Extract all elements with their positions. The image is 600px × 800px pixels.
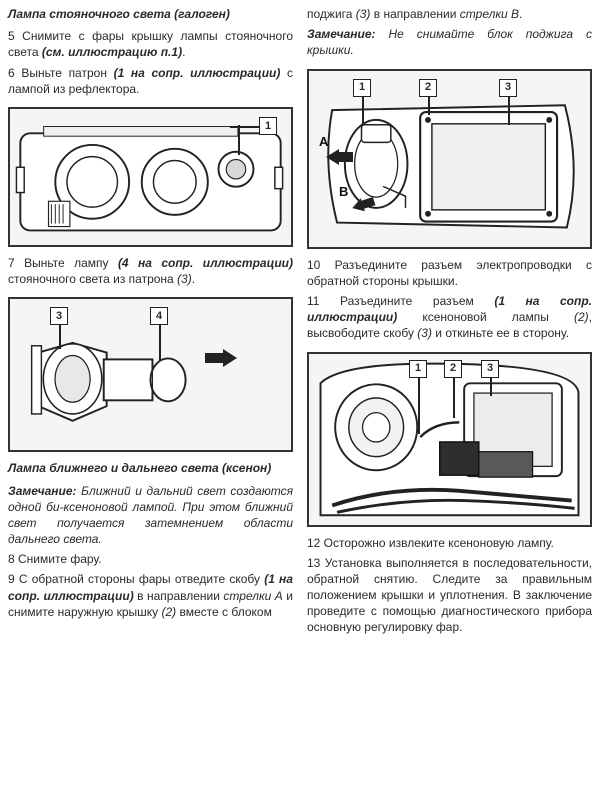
leader-line bbox=[362, 97, 364, 125]
callout-1: 1 bbox=[353, 79, 371, 97]
text: 6 Выньте патрон bbox=[8, 66, 114, 80]
callout-3: 3 bbox=[481, 360, 499, 378]
step-11: 11 Разъедините разъем (1 на сопр. иллюст… bbox=[307, 293, 592, 342]
text: 7 Выньте лампу bbox=[8, 256, 118, 270]
arrow-a-icon bbox=[323, 149, 353, 165]
text: поджига bbox=[307, 7, 356, 21]
step-9: 9 С обратной стороны фары отведите скобу… bbox=[8, 571, 293, 620]
callout-4: 4 bbox=[150, 307, 168, 325]
two-column-layout: Лампа стояночного света (галоген) 5 Сним… bbox=[8, 6, 592, 794]
figure-bulb-socket: 3 4 bbox=[8, 297, 293, 452]
step-8: 8 Снимите фару. bbox=[8, 551, 293, 567]
callout-1: 1 bbox=[409, 360, 427, 378]
step-10: 10 Разъедините разъем электропроводки с … bbox=[307, 257, 592, 289]
text: 9 С обратной стороны фары отведите скобу bbox=[8, 572, 264, 586]
text: . bbox=[182, 45, 185, 59]
callout-2: 2 bbox=[444, 360, 462, 378]
ref: (3) bbox=[417, 326, 432, 340]
note-label: Замечание: bbox=[8, 484, 81, 498]
figure-headlight-assembly: 1 bbox=[8, 107, 293, 247]
arrow-right-icon bbox=[205, 349, 239, 367]
leader-line bbox=[428, 97, 430, 115]
heading-xenon: Лампа ближнего и дальнего света (ксенон) bbox=[8, 460, 293, 476]
text: . bbox=[192, 272, 195, 286]
callout-1: 1 bbox=[259, 117, 277, 135]
figure-rear-cover: 1 2 3 A B bbox=[307, 69, 592, 249]
step-7: 7 Выньте лампу (4 на сопр. иллюстрации) … bbox=[8, 255, 293, 287]
ref: (3) bbox=[177, 272, 192, 286]
figure-xenon-connector: 1 2 3 bbox=[307, 352, 592, 527]
note-no-remove: Замечание: Не снимайте блок поджига с кр… bbox=[307, 26, 592, 58]
connector-illustration bbox=[309, 354, 590, 525]
step-13: 13 Установка выполняется в последователь… bbox=[307, 555, 592, 636]
headlight-illustration bbox=[10, 109, 291, 245]
text: ксеноновой лампы bbox=[397, 310, 574, 324]
callout-3: 3 bbox=[499, 79, 517, 97]
callout-3: 3 bbox=[50, 307, 68, 325]
ref: стрелки А bbox=[223, 589, 282, 603]
ref: (2) bbox=[574, 310, 589, 324]
label-b: B bbox=[339, 183, 348, 201]
note-label: Замечание: bbox=[307, 27, 389, 41]
ref: (см. иллюстрацию п.1) bbox=[42, 45, 182, 59]
right-column: поджига (3) в направлении стрелки В. Зам… bbox=[307, 6, 592, 794]
left-column: Лампа стояночного света (галоген) 5 Сним… bbox=[8, 6, 293, 794]
leader-line bbox=[508, 97, 510, 125]
leader-line bbox=[453, 378, 455, 418]
step-6: 6 Выньте патрон (1 на сопр. иллюстрации)… bbox=[8, 65, 293, 97]
text: стояночного света из патрона bbox=[8, 272, 177, 286]
leader-line bbox=[59, 325, 61, 349]
text: 11 Разъедините разъем bbox=[307, 294, 494, 308]
leader-line bbox=[490, 378, 492, 396]
text: вместе с блоком bbox=[176, 605, 272, 619]
text: и откиньте ее в сторону. bbox=[432, 326, 569, 340]
xenon-note: Замечание: Ближний и дальний свет создаю… bbox=[8, 483, 293, 548]
ref: стрелки В bbox=[460, 7, 519, 21]
label-a: A bbox=[319, 133, 328, 151]
text: в направлении bbox=[370, 7, 459, 21]
ref: (4 на сопр. иллюстрации) bbox=[118, 256, 293, 270]
text: . bbox=[519, 7, 522, 21]
text: в направлении bbox=[134, 589, 224, 603]
ref: (1 на сопр. иллюстрации) bbox=[114, 66, 281, 80]
heading-parking-halogen: Лампа стояночного света (галоген) bbox=[8, 6, 293, 22]
step-9-continued: поджига (3) в направлении стрелки В. bbox=[307, 6, 592, 22]
step-12: 12 Осторожно извлеките ксеноновую лампу. bbox=[307, 535, 592, 551]
step-5: 5 Снимите с фары крышку лампы стояночног… bbox=[8, 28, 293, 60]
ref: (2) bbox=[162, 605, 177, 619]
leader-line bbox=[238, 125, 240, 155]
callout-2: 2 bbox=[419, 79, 437, 97]
leader-line bbox=[418, 378, 420, 434]
leader-line bbox=[230, 126, 260, 128]
ref: (3) bbox=[356, 7, 371, 21]
leader-line bbox=[159, 325, 161, 361]
